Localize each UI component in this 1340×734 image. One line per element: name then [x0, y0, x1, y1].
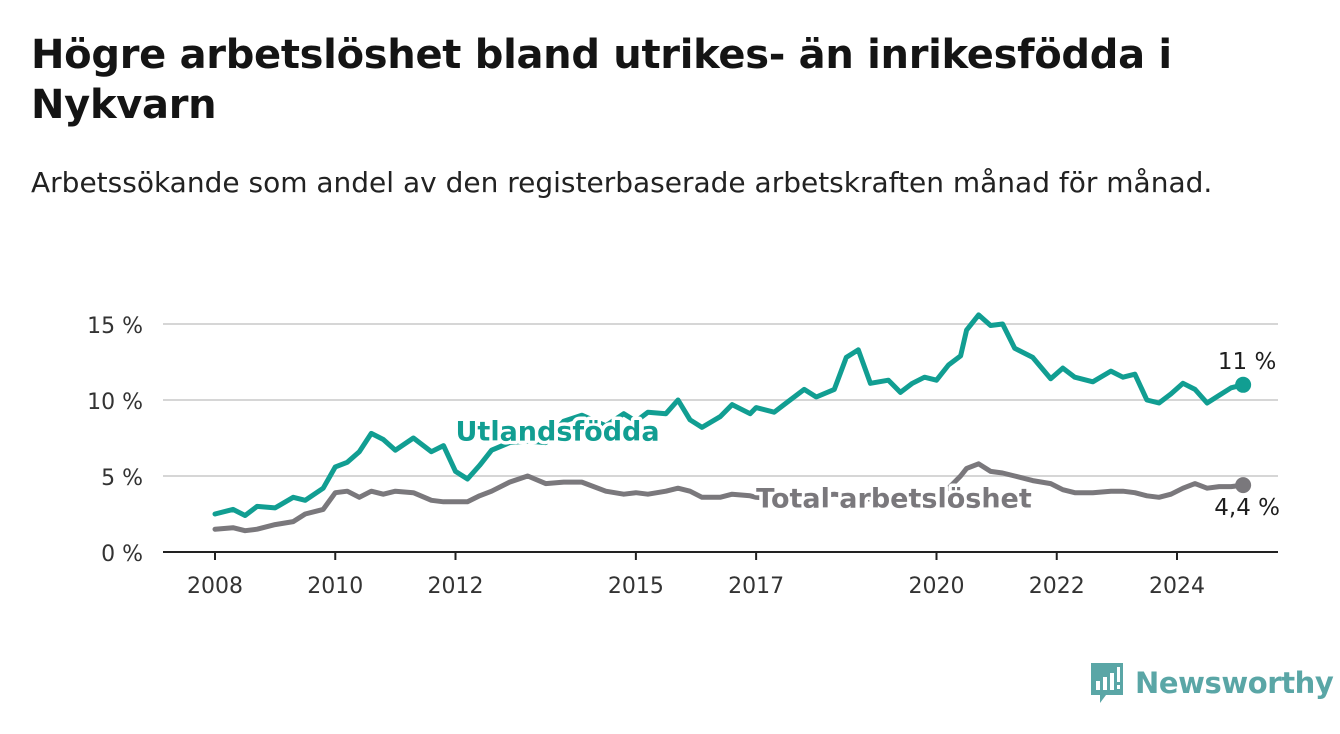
series-label-halo: Utlandsfödda — [456, 416, 660, 447]
x-tick-label: 2008 — [187, 574, 243, 599]
y-tick-label: 5 % — [101, 466, 143, 491]
x-tick-label: 2015 — [608, 574, 664, 599]
y-tick-label: 0 % — [101, 542, 143, 567]
series-lines — [212, 312, 1252, 534]
brand: Newsworthy — [1088, 660, 1334, 706]
series-end-point — [1235, 477, 1252, 494]
chart-title: Högre arbetslöshet bland utrikes- än inr… — [31, 32, 1172, 128]
line-chart: 0 %5 %10 %15 % 2008 2010 2012 2015 2017 2020 2… — [87, 312, 1280, 599]
x-tick-label: 2017 — [728, 574, 784, 599]
end-value-label: 4,4 % — [1214, 495, 1280, 521]
x-tick-label: 2020 — [909, 574, 965, 599]
newsworthy-chart-icon — [1091, 663, 1123, 703]
x-tick-label: 2012 — [428, 574, 484, 599]
series-end-point — [1235, 376, 1252, 393]
series-label-halo: Total arbetslöshet — [756, 483, 1032, 514]
x-tick-label: 2022 — [1029, 574, 1085, 599]
x-tick-label: 2024 — [1149, 574, 1205, 599]
y-axis: 0 % 5 % 10 % 15 % — [87, 314, 143, 567]
brand-name: Newsworthy — [1135, 666, 1334, 700]
x-tick-label: 2010 — [307, 574, 363, 599]
y-tick-label: 15 % — [87, 314, 143, 339]
grid-lines — [163, 323, 1278, 477]
end-value-label: 11 % — [1218, 349, 1276, 375]
series-line — [212, 312, 1246, 518]
series-label: Utlandsfödda — [456, 416, 660, 447]
x-axis: 2008 2010 2012 2015 2017 2020 2022 2024 — [163, 551, 1278, 599]
series-line — [212, 461, 1246, 534]
y-tick-label: 10 % — [87, 390, 143, 415]
chart-subtitle: Arbetssökande som andel av den registerb… — [31, 166, 1213, 199]
series-label: Total arbetslöshet — [756, 483, 1032, 514]
